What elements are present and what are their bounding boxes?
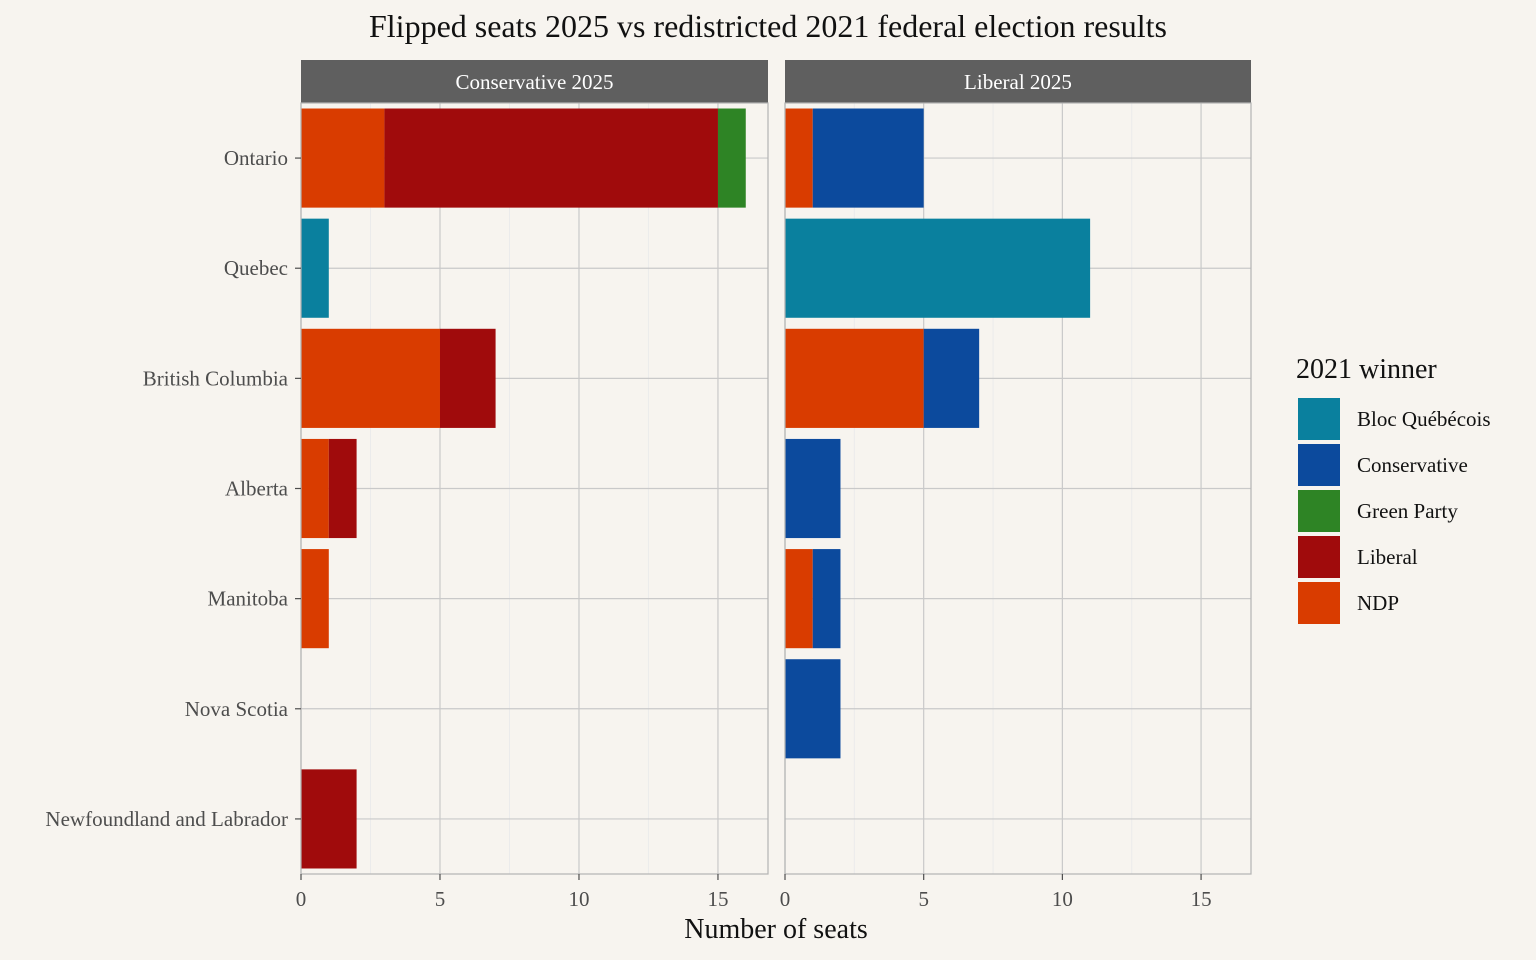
bar-ontario-green-party — [717, 108, 746, 208]
x-axis-title: Number of seats — [684, 914, 868, 945]
x-tick-label: 0 — [296, 887, 307, 911]
x-tick-label: 10 — [1052, 887, 1073, 911]
facet-strip — [301, 60, 768, 103]
bar-ontario-conservative — [812, 108, 924, 208]
panel-conservative-2025: Conservative 2025 0 5 10 15 — [296, 60, 769, 911]
legend-swatch-green-party — [1298, 490, 1340, 532]
x-tick-label: 5 — [918, 887, 929, 911]
bar-british-columbia-liberal — [439, 328, 496, 428]
bar-british-columbia-conservative — [923, 328, 980, 428]
legend-label-conservative: Conservative — [1357, 453, 1468, 477]
legend-swatch-liberal — [1298, 536, 1340, 578]
chart-title: Flipped seats 2025 vs redistricted 2021 … — [369, 8, 1167, 44]
bar-alberta-liberal — [328, 438, 357, 539]
facet-strip-label: Liberal 2025 — [964, 70, 1072, 94]
bar-ontario-liberal — [384, 108, 718, 208]
legend-label-green-party: Green Party — [1357, 499, 1458, 523]
legend-label-liberal: Liberal — [1357, 545, 1418, 569]
bar-british-columbia-ndp — [785, 328, 924, 428]
facet-strip-label: Conservative 2025 — [455, 70, 613, 94]
legend-swatch-ndp — [1298, 582, 1340, 624]
bar-quebec-bloc-quebecois — [301, 218, 329, 318]
y-tick-label-ontario: Ontario — [224, 146, 288, 170]
y-tick-label-alberta: Alberta — [225, 477, 289, 501]
x-tick-label: 10 — [568, 887, 589, 911]
x-tick-label: 15 — [707, 887, 728, 911]
y-tick-label-nova-scotia: Nova Scotia — [185, 697, 289, 721]
y-axis-labels: Ontario Quebec British Columbia Alberta Mani… — [45, 146, 301, 831]
panel-liberal-2025: Liberal 2025 0 5 10 15 — [780, 60, 1252, 911]
bar-alberta-ndp — [301, 438, 329, 539]
bar-nova-scotia-conservative — [785, 659, 841, 759]
x-tick-label: 0 — [780, 887, 791, 911]
bar-manitoba-ndp — [785, 549, 813, 649]
legend-swatch-conservative — [1298, 444, 1340, 486]
panels: Conservative 2025 0 5 10 15 Liberal 2025 0 5 10 1… — [296, 60, 1252, 911]
bar-newfoundland-and-labrador-liberal — [301, 769, 357, 869]
bar-quebec-bloc-quebecois — [785, 218, 1091, 318]
bar-ontario-ndp — [301, 108, 385, 208]
x-tick-label: 5 — [435, 887, 446, 911]
legend: 2021 winner Bloc Québécois Conservative Gr… — [1296, 354, 1491, 624]
bar-british-columbia-ndp — [301, 328, 440, 428]
x-tick-label: 15 — [1191, 887, 1212, 911]
legend-label-bloc-quebecois: Bloc Québécois — [1357, 407, 1491, 431]
y-tick-label-newfoundland-and-labrador: Newfoundland and Labrador — [45, 807, 288, 831]
bar-manitoba-conservative — [812, 549, 841, 649]
facet-strip — [785, 60, 1251, 103]
legend-label-ndp: NDP — [1357, 591, 1399, 615]
legend-swatch-bloc-quebecois — [1298, 398, 1340, 440]
y-tick-label-manitoba: Manitoba — [208, 587, 289, 611]
bar-manitoba-ndp — [301, 549, 329, 649]
y-tick-label-british-columbia: British Columbia — [143, 366, 289, 390]
bar-alberta-conservative — [785, 438, 841, 539]
bar-ontario-ndp — [785, 108, 813, 208]
y-tick-label-quebec: Quebec — [224, 256, 288, 280]
legend-title: 2021 winner — [1296, 354, 1437, 385]
panel-border — [784, 102, 1252, 875]
